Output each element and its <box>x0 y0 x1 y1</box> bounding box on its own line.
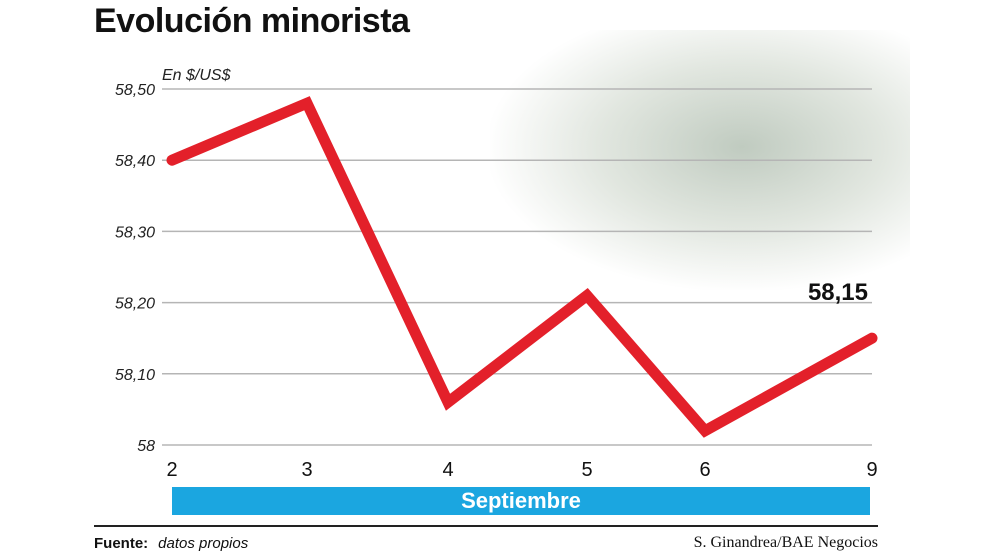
source-label: Fuente: <box>94 535 149 552</box>
y-axis-unit: En $/US$ <box>162 67 232 84</box>
y-tick-label: 58,20 <box>115 296 155 313</box>
chart-title: Evolución minorista <box>94 2 410 40</box>
x-tick-label: 2 <box>166 459 177 481</box>
x-tick-label: 3 <box>301 459 312 481</box>
y-tick-label: 58,40 <box>115 153 155 170</box>
y-tick-label: 58,10 <box>115 367 155 384</box>
last-value-label: 58,15 <box>808 279 868 306</box>
x-tick-label: 4 <box>442 459 453 481</box>
x-tick-label: 6 <box>699 459 710 481</box>
source-text: datos propios <box>158 535 249 552</box>
credit: S. Ginandrea/BAE Negocios <box>693 534 878 551</box>
y-tick-label: 58,50 <box>115 82 155 99</box>
y-tick-label: 58 <box>137 438 155 455</box>
series-line <box>166 96 878 438</box>
footer-rule <box>94 525 878 527</box>
month-bar: Septiembre <box>172 487 870 515</box>
x-tick-label: 5 <box>581 459 592 481</box>
source: Fuente: datos propios <box>94 535 248 552</box>
x-tick-label: 9 <box>866 459 877 481</box>
y-tick-label: 58,30 <box>115 224 155 241</box>
x-axis-label: Septiembre <box>461 488 581 513</box>
